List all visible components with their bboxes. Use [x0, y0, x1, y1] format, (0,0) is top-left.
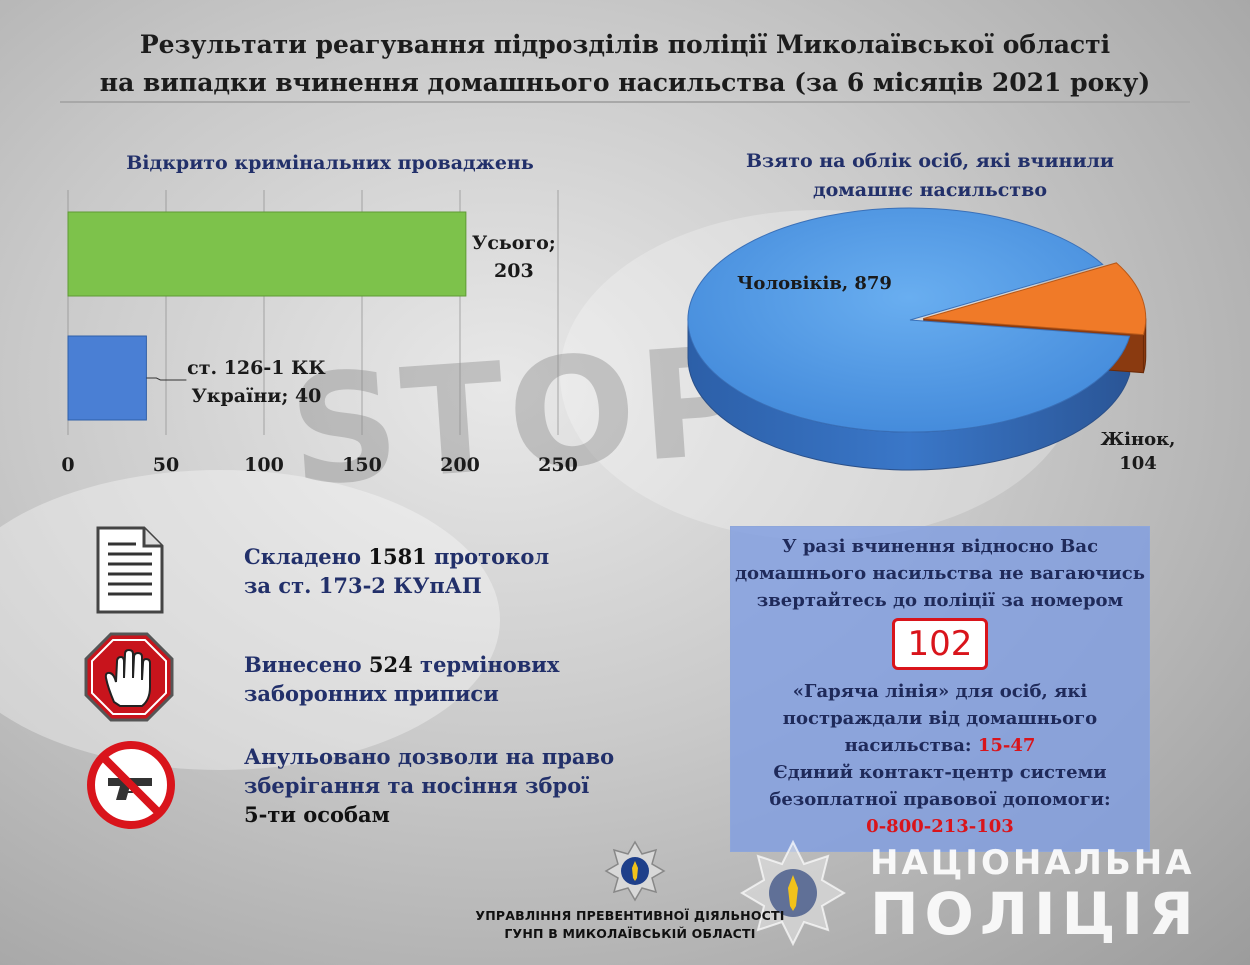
stop-hand-icon — [84, 632, 174, 726]
page-title-line1: Результати реагування підрозділів поліці… — [139, 30, 1111, 59]
bar-total-label-line2: 203 — [494, 260, 534, 282]
bar-total-label-line1: Усього; — [472, 232, 556, 254]
bar-x-tick-150: 150 — [342, 454, 382, 476]
stat-protocols-line2: за ст. 173-2 КУпАП — [244, 573, 482, 598]
pie-label-women-line1: Жінок, — [1101, 429, 1176, 450]
bar-article-126-1 — [67, 335, 147, 421]
footer-organization: УПРАВЛІННЯ ПРЕВЕНТИВНОЇ ДІЯЛЬНОСТІ ГУНП … — [470, 907, 790, 943]
bar-x-tick-200: 200 — [440, 454, 480, 476]
hotline-text-line2: домашнього насильства не вагаючись — [735, 563, 1145, 584]
document-icon — [96, 526, 164, 618]
no-gun-icon — [86, 740, 176, 834]
bar-total — [67, 211, 467, 297]
bar-x-tick-100: 100 — [244, 454, 284, 476]
stat-protocols-text-pre: Складено — [244, 544, 369, 569]
page-title: Результати реагування підрозділів поліці… — [60, 26, 1190, 102]
stat-orders-text-post: термінових — [412, 652, 560, 677]
hotline-number-1547: 15-47 — [977, 735, 1036, 756]
stat-weapon-permits: Анульовано дозволи на право зберігання т… — [244, 742, 614, 829]
footer-line2: ГУНП В МИКОЛАЇВСЬКІЙ ОБЛАСТІ — [504, 926, 756, 941]
hotline-text-line7: Єдиний контакт-центр системи — [773, 762, 1107, 783]
stat-restraining-orders: Винесено 524 термінових заборонних припи… — [244, 650, 559, 708]
hotline-panel: У разі вчинення відносно Вас домашнього … — [730, 526, 1150, 852]
stat-protocols-text-post: протокол — [426, 544, 550, 569]
brand-national-text: НАЦІОНАЛЬНА — [870, 843, 1195, 883]
bar-chart-title: Відкрито кримінальних проваджень — [126, 152, 534, 174]
pie-chart: Чоловіків, 879 Жінок, 104 — [687, 207, 1176, 474]
bar-x-tick-50: 50 — [153, 454, 179, 476]
pie-label-women-line2: 104 — [1119, 453, 1157, 474]
pie-chart-title-line2: домашнє насильство — [812, 179, 1048, 201]
bar-chart-x-ticks: 0 50 100 150 200 250 — [61, 454, 577, 476]
pie-label-men: Чоловіків, 879 — [737, 273, 892, 294]
background-hand-shape — [0, 470, 500, 770]
hotline-text-line6: насильства: — [844, 735, 978, 756]
legal-aid-number: 0-800-213-103 — [866, 816, 1014, 837]
pie-slice-women — [923, 262, 1147, 336]
stat-orders-number: 524 — [368, 652, 413, 677]
pie-chart-title: Взято на облік осіб, які вчинили домашнє… — [700, 147, 1160, 205]
police-star-emblem-icon — [604, 840, 666, 906]
hotline-text-line4: «Гаряча лінія» для осіб, які — [792, 681, 1088, 702]
stat-protocols: Складено 1581 протокол за ст. 173-2 КУпА… — [244, 542, 549, 600]
hotline-text-line3: звертайтесь до поліції за номером — [756, 590, 1124, 611]
hotline-text-line5: постраждали від домашнього — [782, 708, 1098, 729]
bar-chart: Усього; 203 ст. 126-1 КК України; 40 0 50… — [61, 190, 578, 476]
title-divider — [60, 101, 1190, 103]
stat-orders-text-pre: Винесено — [244, 652, 369, 677]
stat-protocols-number: 1581 — [368, 544, 427, 569]
hotline-text-line8: безоплатної правової допомоги: — [769, 789, 1111, 810]
bar-x-tick-0: 0 — [61, 454, 74, 476]
stat-permits-line1: Анульовано дозволи на право — [244, 744, 615, 769]
brand-police-text: ПОЛІЦІЯ — [870, 880, 1200, 948]
bar-article-126-1-label-line1: ст. 126-1 КК — [187, 357, 326, 379]
police-star-watermark-icon — [738, 838, 848, 952]
pie-slice-men — [687, 207, 1131, 433]
bar-article-126-1-label-line2: України; 40 — [191, 385, 321, 407]
bar-x-tick-250: 250 — [538, 454, 578, 476]
stat-orders-line2: заборонних приписи — [244, 681, 499, 706]
stat-permits-line3: 5-ти особам — [244, 802, 390, 827]
pie-chart-title-line1: Взято на облік осіб, які вчинили — [745, 150, 1115, 172]
stat-permits-line2: зберігання та носіння зброї — [244, 773, 590, 798]
hotline-text-line1: У разі вчинення відносно Вас — [781, 536, 1099, 557]
page-title-line2: на випадки вчинення домашнього насильств… — [99, 68, 1151, 97]
bar-article-126-1-leader-line — [146, 377, 187, 381]
police-number-badge: 102 — [892, 618, 988, 670]
footer-line1: УПРАВЛІННЯ ПРЕВЕНТИВНОЇ ДІЯЛЬНОСТІ — [475, 908, 785, 923]
